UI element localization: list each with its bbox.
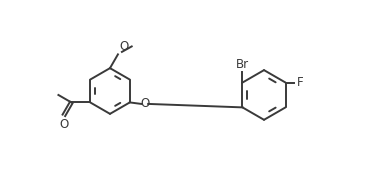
Text: O: O [119, 40, 128, 53]
Text: F: F [297, 76, 303, 89]
Text: O: O [59, 118, 68, 131]
Text: Br: Br [236, 58, 249, 71]
Text: O: O [140, 97, 149, 110]
